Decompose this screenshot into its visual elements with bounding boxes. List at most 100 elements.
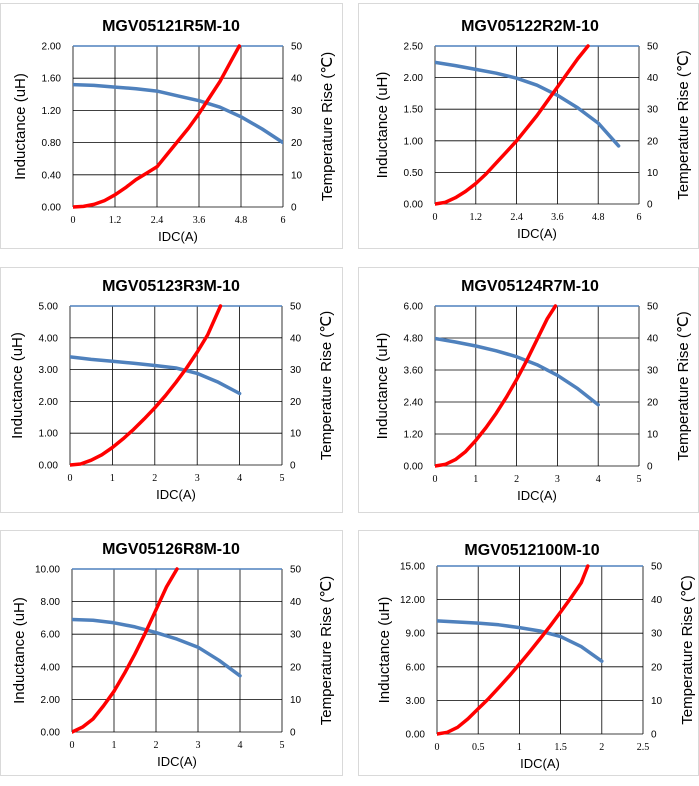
y2-tick-label: 10 <box>290 429 302 440</box>
temperature-rise-line <box>437 564 590 736</box>
x-tick-label: 5 <box>280 740 285 751</box>
chart-title: MGV0512100M-10 <box>464 542 599 559</box>
y-tick-label: 1.20 <box>42 106 62 117</box>
y2-tick-label: 50 <box>647 302 659 313</box>
x-tick-label: 0 <box>435 742 440 753</box>
chart-panel-6: MGV0512100M-10 0.00 3.00 6.00 9.00 12.00 15.00… <box>358 530 699 776</box>
y2-tick-label: 0 <box>290 461 296 472</box>
x-tick-label: 4 <box>596 474 601 485</box>
x-axis-label: IDC(A) <box>517 488 557 503</box>
y-tick-label: 8.00 <box>41 597 61 608</box>
y2-tick-label: 10 <box>290 695 302 706</box>
x-tick-label: 1.2 <box>470 212 483 223</box>
y-tick-label: 2.00 <box>404 73 424 84</box>
y2-axis-label: Temperature Rise (℃) <box>675 311 692 460</box>
y2-axis-label: Temperature Rise (℃) <box>318 311 335 460</box>
y2-tick-label: 40 <box>290 597 302 608</box>
y2-tick-label: 50 <box>647 42 659 53</box>
x-tick-label: 4.8 <box>592 212 605 223</box>
x-tick-label: 3 <box>196 740 201 751</box>
chart-6: MGV0512100M-10 0.00 3.00 6.00 9.00 12.00 15.00… <box>376 542 696 771</box>
x-tick-label: 0 <box>68 473 73 484</box>
inductance-line <box>73 82 283 145</box>
x-tick-label: 3.6 <box>193 215 206 226</box>
chart-title: MGV05123R3M-10 <box>102 278 240 295</box>
y2-tick-label: 50 <box>290 302 302 313</box>
y-tick-label: 0.00 <box>404 200 424 211</box>
y2-tick-label: 10 <box>647 430 659 441</box>
y2-axis-label: Temperature Rise (℃) <box>679 575 696 724</box>
y-tick-label: 0.00 <box>39 461 59 472</box>
y2-tick-label: 20 <box>647 398 659 409</box>
chart-panel-3: MGV05123R3M-10 0.00 1.00 2.00 3.00 4.00 5.00 0 1… <box>0 267 343 513</box>
chart-panel-1: MGV05121R5M-10 0.00 0.40 0.80 1.20 1.60 2.00 0 1… <box>0 3 343 249</box>
x-tick-label: 2 <box>599 742 604 753</box>
y2-tick-label: 30 <box>290 365 302 376</box>
x-tick-label: 3.6 <box>551 212 564 223</box>
y2-tick-label: 30 <box>651 629 663 640</box>
chart-panel-2: MGV05122R2M-10 0.00 0.50 1.00 1.50 2.00 2.50 0 1… <box>358 3 699 249</box>
y2-tick-label: 0 <box>291 203 297 214</box>
x-tick-label: 4 <box>237 473 242 484</box>
x-tick-label: 6 <box>637 212 642 223</box>
chart-title: MGV05126R8M-10 <box>102 541 240 558</box>
y-tick-label: 1.60 <box>42 74 62 85</box>
x-tick-label: 1 <box>473 474 478 485</box>
y-axis-label: Inductance (uH) <box>11 597 28 704</box>
y-tick-label: 1.00 <box>39 429 59 440</box>
y-tick-label: 2.50 <box>404 42 424 53</box>
y2-tick-label: 30 <box>647 105 659 116</box>
chart-panel-5: MGV05126R8M-10 0.00 2.00 4.00 6.00 8.00 10.00 0… <box>0 530 343 776</box>
x-axis-label: IDC(A) <box>156 487 196 502</box>
y-tick-label: 0.00 <box>42 203 62 214</box>
y2-axis-label: Temperature Rise (℃) <box>319 52 336 201</box>
x-tick-label: 2.4 <box>151 215 164 226</box>
inductance-line <box>72 617 242 678</box>
inductance-line <box>437 619 604 663</box>
y-tick-label: 6.00 <box>41 630 61 641</box>
y2-tick-label: 10 <box>291 170 303 181</box>
y2-tick-label: 0 <box>647 200 653 211</box>
y-tick-label: 15.00 <box>400 562 425 573</box>
x-tick-label: 5 <box>280 473 285 484</box>
y2-tick-label: 40 <box>647 73 659 84</box>
y-tick-label: 1.50 <box>404 105 424 116</box>
y-tick-label: 9.00 <box>406 629 426 640</box>
chart-4: MGV05124R7M-10 0.00 1.20 2.40 3.60 4.80 6.00 0 1… <box>374 278 692 503</box>
x-tick-label: 0 <box>433 474 438 485</box>
y2-tick-label: 20 <box>651 662 663 673</box>
y-tick-label: 2.00 <box>41 695 61 706</box>
y-tick-label: 0.40 <box>42 170 62 181</box>
chart-title: MGV05124R7M-10 <box>461 278 599 295</box>
chart-2: MGV05122R2M-10 0.00 0.50 1.00 1.50 2.00 2.50 0 1… <box>374 18 692 241</box>
x-tick-label: 3 <box>555 474 560 485</box>
y-tick-label: 10.00 <box>35 565 60 576</box>
y-tick-label: 2.00 <box>42 42 62 53</box>
x-tick-label: 5 <box>637 474 642 485</box>
y2-axis-label: Temperature Rise (℃) <box>675 50 692 199</box>
y-axis-label: Inductance (uH) <box>12 73 29 180</box>
inductance-line <box>435 336 600 407</box>
y2-tick-label: 30 <box>290 630 302 641</box>
y-tick-label: 6.00 <box>406 662 426 673</box>
chart-title: MGV05121R5M-10 <box>102 18 240 35</box>
temperature-rise-line <box>73 44 242 209</box>
x-tick-label: 1 <box>112 740 117 751</box>
x-tick-label: 0 <box>433 212 438 223</box>
temperature-rise-line <box>435 44 590 206</box>
inductance-line <box>70 355 242 396</box>
x-tick-label: 1 <box>517 742 522 753</box>
y-tick-label: 3.00 <box>406 696 426 707</box>
y2-tick-label: 20 <box>291 138 303 149</box>
x-tick-label: 1 <box>110 473 115 484</box>
x-tick-label: 3 <box>195 473 200 484</box>
y-tick-label: 2.40 <box>404 398 424 409</box>
x-tick-label: 4.8 <box>235 215 248 226</box>
y2-tick-label: 50 <box>290 565 302 576</box>
y2-tick-label: 20 <box>647 136 659 147</box>
y2-tick-label: 40 <box>651 595 663 606</box>
y-tick-label: 12.00 <box>400 595 425 606</box>
y-tick-label: 0.00 <box>41 728 61 739</box>
x-axis-label: IDC(A) <box>158 229 198 244</box>
y-tick-label: 0.00 <box>404 462 424 473</box>
